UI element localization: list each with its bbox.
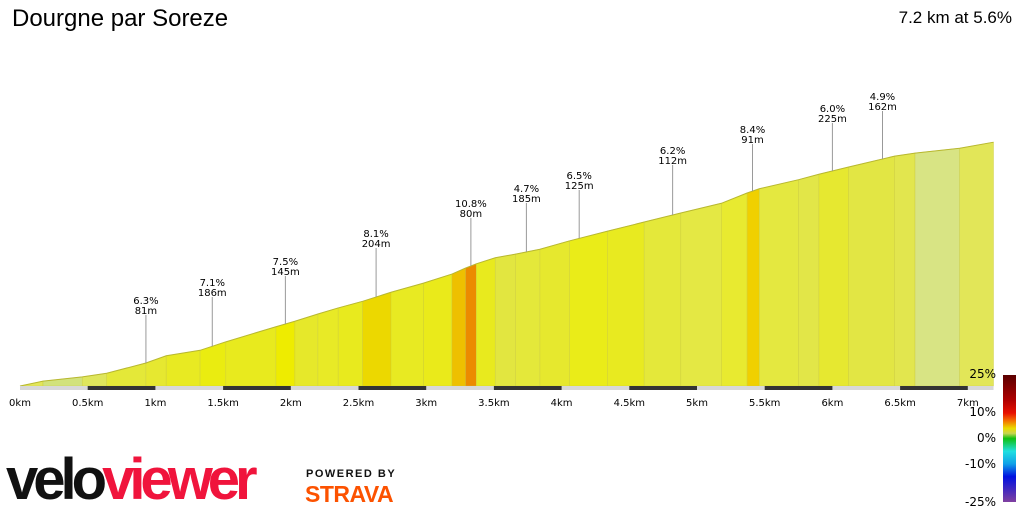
legend-label: 25% [969, 367, 996, 381]
profile-segment [607, 221, 645, 387]
profile-segment [746, 188, 760, 387]
distance-bar-segment [223, 386, 291, 390]
profile-segment [894, 152, 916, 387]
profile-segment [569, 230, 608, 387]
profile-segment [423, 273, 453, 387]
profile-segment [42, 376, 83, 387]
x-tick-label: 3km [415, 398, 437, 409]
powered-by-label: POWERED BY [306, 468, 397, 480]
climb-summary: 7.2 km at 5.6% [898, 8, 1012, 27]
annotation-grade: 7.1% [200, 278, 225, 289]
annotation-length: 145m [271, 267, 300, 278]
profile-segment [721, 192, 748, 387]
profile-segment [758, 179, 799, 387]
annotation-length: 225m [818, 114, 847, 125]
x-tick-label: 4.5km [614, 398, 645, 409]
legend-label: 0% [977, 431, 996, 445]
gradient-color-scale [1003, 375, 1016, 502]
annotation-grade: 6.3% [133, 296, 158, 307]
x-tick-label: 5km [686, 398, 708, 409]
annotation-grade: 10.8% [455, 199, 487, 210]
legend-label: 10% [969, 405, 996, 419]
x-tick-label: 2km [280, 398, 302, 409]
profile-segment [106, 362, 147, 387]
annotation-length: 162m [868, 102, 897, 113]
legend-label: -25% [965, 495, 996, 509]
distance-bar-segment [629, 386, 697, 390]
annotation-length: 186m [198, 288, 227, 299]
profile-segment [275, 320, 296, 387]
annotation-length: 125m [565, 181, 594, 192]
strava-logo: STRAVA [305, 481, 394, 507]
profile-segment [959, 141, 994, 387]
annotation-grade: 6.0% [820, 104, 845, 115]
distance-bar-segment [764, 386, 833, 390]
profile-segment [798, 173, 820, 387]
x-tick-label: 6.5km [884, 398, 915, 409]
veloviewer-logo: veloviewer [6, 447, 258, 512]
profile-segment [337, 300, 363, 387]
distance-bar-segment [493, 386, 562, 390]
profile-segment [145, 355, 167, 387]
x-tick-label: 6km [821, 398, 843, 409]
x-tick-label: 3.5km [478, 398, 509, 409]
profile-segment [465, 263, 477, 387]
annotation-grade: 8.1% [363, 229, 388, 240]
annotation-length: 185m [512, 194, 541, 205]
profile-segment [680, 202, 722, 387]
annotation-grade: 4.7% [514, 184, 539, 195]
profile-segment [848, 155, 895, 387]
profile-segment [199, 341, 227, 387]
profile-segment [818, 166, 849, 387]
x-tick-label: 1km [144, 398, 166, 409]
legend-label: -10% [965, 457, 996, 471]
profile-segment [317, 307, 339, 387]
profile-segment [390, 282, 424, 387]
profile-segment [294, 313, 319, 387]
x-tick-label: 4km [551, 398, 573, 409]
profile-segment [362, 291, 392, 387]
profile-segment [475, 257, 496, 387]
annotation-length: 112m [658, 156, 687, 167]
profile-segment [225, 326, 277, 387]
x-tick-label: 2.5km [343, 398, 374, 409]
distance-bar-segment [900, 386, 968, 390]
profile-segment [494, 253, 516, 387]
profile-segment [539, 240, 571, 387]
annotation-grade: 7.5% [273, 257, 298, 268]
profile-segment [643, 212, 682, 387]
x-tick-label: 7km [957, 398, 979, 409]
profile-segment [515, 248, 541, 387]
annotation-length: 204m [362, 239, 391, 250]
profile-outline [19, 141, 994, 387]
annotation-grade: 6.2% [660, 146, 685, 157]
annotation-grade: 6.5% [566, 171, 591, 182]
distance-bar-segment [87, 386, 156, 390]
x-tick-label: 0km [9, 398, 31, 409]
profile-segment [914, 147, 960, 387]
climb-title: Dourgne par Soreze [12, 5, 229, 32]
annotation-length: 80m [460, 209, 482, 220]
annotation-grade: 4.9% [870, 92, 895, 103]
x-tick-label: 5.5km [749, 398, 780, 409]
annotation-grade: 8.4% [740, 125, 765, 136]
distance-bar-segment [358, 386, 427, 390]
profile-segment [451, 267, 466, 387]
profile-segment [165, 349, 201, 387]
annotation-length: 81m [135, 306, 157, 317]
x-tick-label: 1.5km [207, 398, 238, 409]
annotation-length: 91m [741, 135, 763, 146]
x-tick-label: 0.5km [72, 398, 103, 409]
